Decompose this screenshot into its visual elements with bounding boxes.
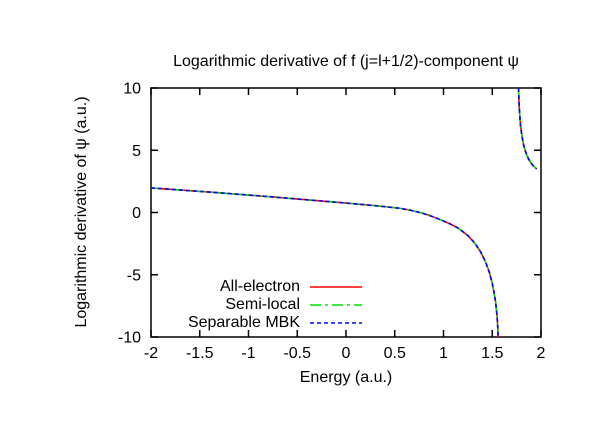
legend: All-electron Semi-local Separable MBK: [150, 278, 362, 332]
y-axis-label: Logarithmic derivative of ψ (a.u.): [73, 96, 90, 328]
x-tick-label: -0.5: [283, 345, 311, 362]
x-tick-label: 1: [439, 345, 448, 362]
x-tick-label: -2: [144, 345, 158, 362]
y-tick-label: -10: [118, 330, 141, 347]
x-tick-label: 2: [537, 345, 546, 362]
legend-row: All-electron: [150, 278, 362, 296]
x-axis-label: Energy (a.u.): [299, 369, 393, 386]
y-tick-label: 10: [123, 81, 141, 98]
legend-line-sample-all-electron: [310, 286, 362, 288]
legend-label-separable-mbk: Separable MBK: [187, 314, 300, 331]
legend-row: Separable MBK: [150, 314, 362, 332]
x-tick-label: -1.5: [186, 345, 214, 362]
series-line-semi-local-upper: [517, 87, 538, 170]
legend-label-semi-local: Semi-local: [225, 296, 300, 313]
chart-title: Logarithmic derivative of f (j=l+1/2)-co…: [173, 53, 519, 70]
y-tick-label: 0: [132, 205, 141, 222]
legend-label-all-electron: All-electron: [219, 278, 300, 295]
x-tick-label: 0: [342, 345, 351, 362]
legend-line-sample-separable-mbk: [310, 322, 362, 324]
legend-line-sample-semi-local: [310, 304, 362, 306]
series-line-separable-mbk-main: [150, 187, 499, 338]
series-line-separable-mbk-upper: [517, 87, 538, 170]
x-tick-label: -1: [241, 345, 255, 362]
y-tick-label: 5: [132, 143, 141, 160]
x-tick-label: 0.5: [384, 345, 406, 362]
legend-row: Semi-local: [150, 296, 362, 314]
x-tick-label: 1.5: [481, 345, 503, 362]
y-tick-label: -5: [127, 267, 141, 284]
